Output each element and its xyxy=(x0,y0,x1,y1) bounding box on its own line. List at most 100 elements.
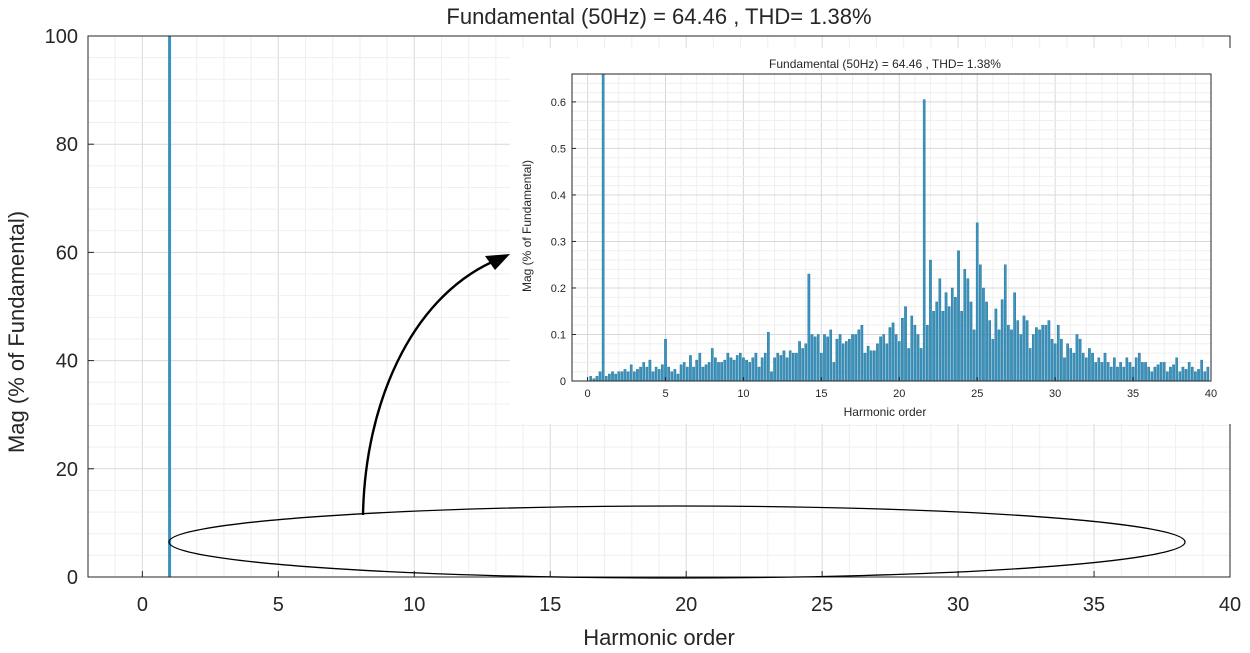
main-bar-harmonic-1 xyxy=(168,36,172,577)
inset-bar xyxy=(1050,338,1054,382)
main-x-tick-label: 40 xyxy=(1219,594,1241,616)
inset-bar xyxy=(866,345,870,382)
inset-bar xyxy=(975,222,979,382)
inset-bar xyxy=(848,338,851,382)
inset-bar xyxy=(1044,324,1048,382)
inset-y-tick-label: 0.4 xyxy=(551,190,566,202)
main-x-tick-label: 20 xyxy=(675,594,697,616)
main-x-axis-label: Harmonic order xyxy=(583,625,735,650)
main-x-tick-label: 35 xyxy=(1083,594,1105,616)
inset-bar xyxy=(1128,362,1132,382)
inset-bar xyxy=(1007,324,1010,382)
inset-x-tick-label: 40 xyxy=(1205,388,1217,400)
inset-y-axis-label: Mag (% of Fundamental) xyxy=(520,160,534,292)
inset-bar xyxy=(1069,348,1073,382)
inset-bar xyxy=(726,352,730,382)
inset-bar xyxy=(1109,366,1113,382)
inset-bar xyxy=(835,338,839,382)
inset-bar xyxy=(704,364,708,382)
inset-bar xyxy=(1144,362,1147,382)
inset-bar xyxy=(601,73,605,382)
main-y-axis-label: Mag (% of Fundamental) xyxy=(4,211,29,453)
inset-bar xyxy=(1097,357,1101,382)
inset-bar xyxy=(1060,338,1063,382)
inset-bar xyxy=(904,306,907,382)
inset-bar xyxy=(614,373,617,382)
inset-bar xyxy=(698,352,702,382)
inset-bar xyxy=(957,250,960,382)
inset-bar xyxy=(820,352,823,382)
inset-bar xyxy=(969,301,973,382)
inset-bar xyxy=(692,366,695,382)
highlight-ellipse xyxy=(168,505,1186,579)
inset-bar xyxy=(760,357,764,382)
main-y-tick-label: 0 xyxy=(67,567,78,589)
inset-bar xyxy=(1159,362,1163,382)
inset-bar xyxy=(988,320,992,382)
inset-bar xyxy=(882,334,886,382)
inset-bar xyxy=(773,357,776,382)
inset-y-tick-label: 0.3 xyxy=(551,236,566,248)
inset-bar xyxy=(608,373,611,382)
inset-bar xyxy=(1013,292,1016,382)
inset-bar xyxy=(679,364,683,382)
main-y-tick-label: 60 xyxy=(56,242,78,264)
inset-bar xyxy=(963,269,967,382)
inset-x-tick-label: 10 xyxy=(737,388,749,400)
inset-bar xyxy=(714,357,717,382)
inset-bar xyxy=(1175,357,1179,382)
inset-x-tick-label: 5 xyxy=(662,388,668,400)
inset-bar xyxy=(941,311,945,382)
inset-bar xyxy=(1141,362,1144,382)
inset-bar xyxy=(751,357,755,382)
inset-bar xyxy=(885,343,889,382)
inset-bar xyxy=(1203,371,1207,382)
inset-bar xyxy=(1178,371,1182,382)
inset-bar xyxy=(1150,371,1154,382)
inset-bar xyxy=(791,352,795,382)
inset-bar xyxy=(673,369,677,382)
inset-bar xyxy=(1088,348,1091,382)
main-x-tick-label: 0 xyxy=(137,594,148,616)
inset-bar xyxy=(595,376,599,382)
inset-bar xyxy=(748,362,751,382)
inset-bar xyxy=(1016,320,1020,382)
inset-bar xyxy=(894,334,898,382)
inset-bar xyxy=(919,348,923,382)
inset-bar xyxy=(876,343,879,382)
inset-bar xyxy=(1200,359,1203,382)
inset-bar xyxy=(823,334,826,382)
main-y-tick-label: 80 xyxy=(56,134,78,156)
inset-bar xyxy=(757,366,761,382)
inset-bar xyxy=(1032,334,1035,382)
inset-bar xyxy=(710,348,714,382)
inset-x-tick-label: 30 xyxy=(1049,388,1061,400)
inset-bar xyxy=(804,343,808,382)
inset-bar xyxy=(863,352,867,382)
inset-bar xyxy=(661,364,664,382)
inset-bar xyxy=(623,369,627,382)
inset-bar xyxy=(779,355,783,382)
inset-plot-area xyxy=(572,74,1211,381)
inset-bar xyxy=(629,364,633,382)
inset-bar xyxy=(1187,362,1191,382)
inset-bar xyxy=(1000,299,1004,382)
inset-bar xyxy=(1028,348,1032,382)
inset-bar xyxy=(947,306,951,382)
inset-bar xyxy=(1125,357,1129,382)
inset-bar xyxy=(686,366,689,382)
inset-bar xyxy=(1100,362,1104,382)
inset-bar xyxy=(648,359,652,382)
annotations xyxy=(168,254,1186,579)
inset-bar xyxy=(938,278,942,382)
inset-bar xyxy=(645,366,649,382)
inset-bar xyxy=(729,357,733,382)
inset-bar xyxy=(689,355,692,382)
inset-bar xyxy=(985,301,988,382)
inset-bar xyxy=(913,324,917,382)
inset-bar xyxy=(991,338,995,382)
inset-bar xyxy=(1084,357,1088,382)
inset-bar xyxy=(854,334,857,382)
inset-bar xyxy=(954,297,957,382)
